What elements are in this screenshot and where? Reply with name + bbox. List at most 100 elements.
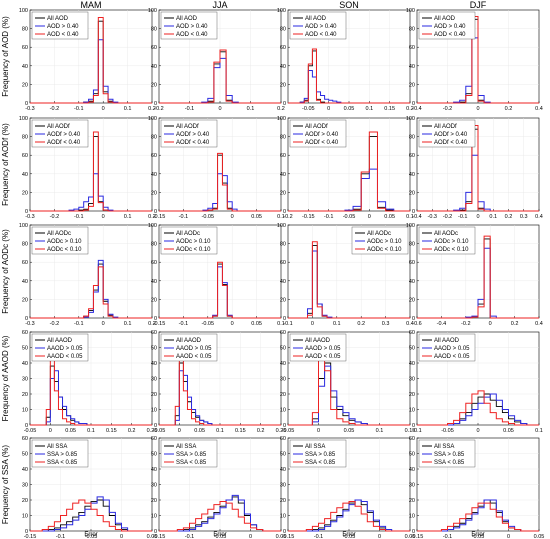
series-low-histogram [30, 499, 152, 532]
x-tick-label: 0.05 [503, 428, 514, 434]
y-tick-label: 30 [151, 377, 157, 383]
x-tick-label: 0.1 [376, 428, 384, 434]
y-tick-label: 50 [22, 452, 28, 458]
x-tick-label: 0.1 [247, 106, 255, 112]
x-tick-label: -0.1 [443, 534, 452, 539]
legend-label-all: All AODf [176, 124, 199, 130]
y-tick-label: 0 [283, 209, 286, 215]
x-tick-label: 0.2 [148, 106, 156, 112]
y-tick-label: 100 [406, 223, 415, 229]
x-tick-label: -0.1 [185, 534, 194, 539]
legend-label-all: All SSA [434, 444, 454, 450]
y-tick-label: 40 [151, 172, 157, 178]
y-tick-label: 80 [280, 242, 286, 248]
season-header-jja: JJA [212, 0, 227, 10]
legend: All AODf AODf > 0.40 AODf < 0.40 [31, 119, 89, 148]
x-tick-label: -0.2 [154, 106, 163, 112]
y-tick-label: 80 [409, 242, 415, 248]
legend-label-low: AODf < 0.40 [305, 140, 339, 146]
x-tick-label: 0 [378, 534, 381, 539]
x-tick-label: 0.1 [406, 214, 414, 220]
panel-r2-c3: 0 20 40 60 80 100 -0.2 -0.15 -0.1 -0.05 0 0.05 0.1 Al… [277, 116, 414, 220]
legend-label-low: SSA < 0.85 [305, 460, 336, 466]
y-tick-label: 30 [151, 483, 157, 489]
legend-label-low: AOD < 0.40 [47, 32, 79, 38]
x-tick-label: -0.05 [282, 428, 295, 434]
y-tick-label: 80 [151, 27, 157, 33]
y-tick-label: 10 [151, 514, 157, 520]
x-tick-label: -0.4 [437, 321, 446, 327]
series-low-histogram [417, 235, 539, 319]
y-tick-label: 40 [280, 64, 286, 70]
y-tick-label: 40 [151, 467, 157, 473]
legend: All AODc AODc > 0.10 AODc < 0.10 [31, 226, 89, 255]
y-tick-label: 40 [409, 361, 415, 367]
x-tick-label: 0.4 [535, 321, 543, 327]
x-tick-label: 0.2 [511, 321, 519, 327]
legend-label-high: AOD > 0.40 [305, 24, 337, 30]
x-tick-label: -0.1 [74, 106, 83, 112]
legend-label-all: All SSA [305, 444, 325, 450]
x-tick-label: 0.05 [251, 321, 262, 327]
legend-label-low: AODc < 0.10 [176, 247, 211, 253]
legend: All AAOD AAOD > 0.05 AAOD < 0.05 [289, 333, 347, 362]
x-tick-label: -0.15 [24, 534, 37, 539]
legend-label-high: AAOD > 0.05 [47, 346, 83, 352]
y-axis-label-row-3: Frequency of AODc (%) [1, 229, 10, 314]
y-axis-label-row-2: Frequency of AODf (%) [1, 123, 10, 206]
x-tick-label: -0.05 [302, 106, 315, 112]
y-tick-label: 30 [22, 377, 28, 383]
y-tick-label: 0 [25, 316, 28, 322]
y-tick-label: 20 [22, 82, 28, 88]
series-low-histogram [288, 501, 410, 532]
y-tick-label: 10 [280, 514, 286, 520]
x-tick-label: 0.2 [406, 106, 414, 112]
x-tick-label: 0.1 [333, 321, 341, 327]
y-tick-label: 100 [277, 8, 286, 14]
y-tick-label: 20 [22, 498, 28, 504]
legend-label-low: AODf < 0.40 [434, 140, 468, 146]
row-y-labels: Frequency of AOD (%) Frequency of AODf (%… [1, 16, 10, 524]
panel-r3-c2: 0 20 40 60 80 100 -0.15 -0.1 -0.05 0 0.05 0.1 All AO… [148, 223, 285, 327]
legend-label-high: AODf > 0.40 [47, 132, 81, 138]
y-tick-label: 40 [151, 361, 157, 367]
x-tick-label: -0.15 [153, 214, 166, 220]
x-tick-label: 0.05 [276, 534, 287, 539]
y-tick-label: 20 [151, 297, 157, 303]
y-tick-label: 60 [22, 436, 28, 442]
y-tick-label: 100 [277, 116, 286, 122]
legend-label-low: AOD < 0.40 [434, 32, 466, 38]
series-low-histogram [159, 343, 281, 426]
y-tick-label: 0 [283, 316, 286, 322]
x-tick-label: -0.2 [50, 214, 59, 220]
series-low-histogram [30, 16, 152, 104]
y-tick-label: 50 [151, 452, 157, 458]
y-tick-label: 40 [22, 172, 28, 178]
legend-label-low: AAOD < 0.05 [434, 354, 470, 360]
series-low-histogram [288, 131, 410, 212]
series-low-histogram [417, 390, 539, 426]
y-tick-label: 20 [151, 498, 157, 504]
x-tick-label: 0.2 [128, 428, 136, 434]
x-tick-label: 0.05 [344, 106, 355, 112]
legend-label-low: AAOD < 0.05 [176, 354, 212, 360]
legend-label-high: SSA > 0.85 [305, 452, 336, 458]
y-tick-label: 40 [22, 279, 28, 285]
y-tick-label: 100 [148, 8, 157, 14]
x-tick-label: -0.05 [343, 534, 356, 539]
legend-label-all: All AODf [305, 124, 328, 130]
y-tick-label: 10 [22, 408, 28, 414]
x-axis-labels: Error Error Error Error [84, 532, 484, 538]
legend-label-low: AOD < 0.40 [305, 32, 337, 38]
y-tick-label: 60 [22, 153, 28, 159]
x-tick-label: -0.15 [282, 534, 295, 539]
x-tick-label: 0 [507, 534, 510, 539]
legend-label-low: AAOD < 0.05 [47, 354, 83, 360]
x-tick-label: -0.05 [472, 534, 485, 539]
y-tick-label: 30 [409, 377, 415, 383]
x-tick-label: -0.05 [202, 214, 215, 220]
y-tick-label: 30 [280, 483, 286, 489]
y-tick-label: 10 [280, 408, 286, 414]
